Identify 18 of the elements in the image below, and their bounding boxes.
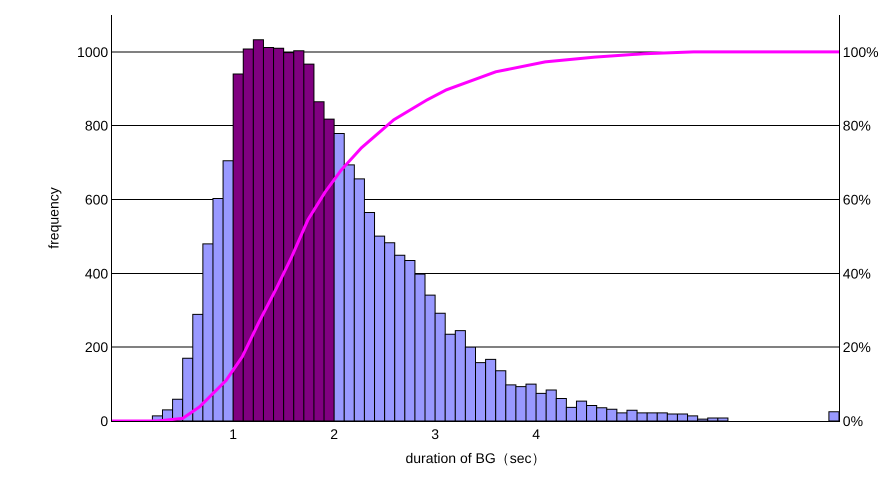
y-tick-label: 400 (84, 265, 108, 282)
y2-tick-label: 60% (842, 191, 871, 208)
y2-tick-label: 20% (842, 339, 871, 356)
x-tick-label: 4 (532, 426, 540, 442)
x-tick-label: 2 (330, 426, 338, 442)
y-tick-label: 600 (84, 191, 108, 208)
x-axis-title: duration of BG（sec） (405, 450, 546, 466)
y-tick-label: 800 (84, 118, 108, 134)
y2-tick-label: 80% (842, 118, 871, 134)
y-tick-label: 1000 (77, 44, 108, 60)
y2-tick-label: 0% (842, 412, 864, 429)
y-tick-label: 0 (100, 412, 108, 429)
x-tick-label: 3 (431, 426, 440, 442)
y-tick-label: 200 (84, 339, 108, 356)
y2-tick-label: 40% (842, 265, 871, 282)
x-tick-label: 1 (229, 426, 238, 442)
y-axis-title: frequency (46, 187, 62, 249)
y2-tick-label: 100% (842, 44, 879, 60)
